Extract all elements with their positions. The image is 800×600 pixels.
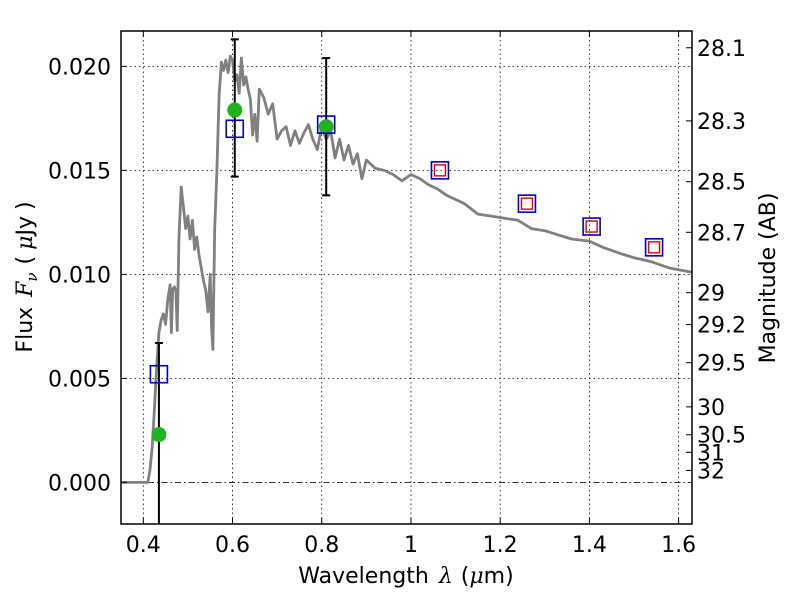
observed-point xyxy=(318,119,334,135)
model-band-square xyxy=(644,238,664,257)
mag-tick-label: 29.5 xyxy=(697,352,746,377)
x-tick-label: 0.6 xyxy=(215,533,250,558)
x-tick-label: 1 xyxy=(404,533,418,558)
model-band-inner-square xyxy=(585,220,598,233)
model-spectrum xyxy=(121,54,693,484)
data-points xyxy=(151,102,334,443)
right-axis-label: Magnitude (AB) xyxy=(756,193,781,364)
mag-tick-label: 30.5 xyxy=(697,424,746,449)
mag-tick-label: 30 xyxy=(697,396,725,421)
observed-point xyxy=(227,102,243,118)
y-label-subscript: ν xyxy=(23,272,41,281)
grid xyxy=(121,31,692,524)
x-label-unit: m) xyxy=(484,564,514,589)
y-tick-label: 0.020 xyxy=(48,55,111,80)
mag-tick-label: 29 xyxy=(697,282,725,307)
y-tick-label: 0.015 xyxy=(48,159,111,184)
model-band-square xyxy=(517,194,537,213)
mag-tick-label: 31 xyxy=(697,441,725,466)
y-label-word: Flux xyxy=(13,307,38,353)
model-band-square xyxy=(225,119,245,139)
y-tick-label: 0.010 xyxy=(48,263,111,288)
y-label-symbol: F xyxy=(13,281,38,298)
x-tick-label: 1.6 xyxy=(661,533,696,558)
y-tick-label: 0.000 xyxy=(48,471,111,496)
x-label-mu: μ xyxy=(469,564,483,589)
axis-ticks: 0.4 0.6 0.8 1 1.2 1.4 1.6 0.000 0.005 0.010 0.015 0… xyxy=(48,31,746,558)
observed-point xyxy=(151,427,167,443)
y-label-paren-close: ) xyxy=(13,201,38,210)
model-squares xyxy=(149,115,664,384)
model-band-inner-square xyxy=(647,241,661,254)
plot-frame xyxy=(120,30,693,525)
model-band-square xyxy=(430,161,450,180)
x-tick-label: 1.2 xyxy=(483,533,518,558)
model-band-inner-square xyxy=(520,197,534,210)
mag-tick-label: 29.2 xyxy=(697,314,746,339)
model-band-square xyxy=(316,115,336,134)
mag-tick-label: 32 xyxy=(697,459,725,484)
model-band-square xyxy=(582,217,601,236)
x-tick-label: 0.4 xyxy=(126,533,161,558)
y-label-unit: Jy xyxy=(13,216,38,238)
y-label-paren-open: ( xyxy=(13,256,38,265)
y-axis-label: Flux Fν ( μJy) xyxy=(13,201,41,352)
y-tick-label: 0.005 xyxy=(48,367,111,392)
spectrum-line xyxy=(121,54,693,484)
mag-tick-label: 28.1 xyxy=(697,37,746,62)
x-tick-label: 0.8 xyxy=(304,533,339,558)
y-label-mu: μ xyxy=(13,236,38,250)
mag-tick-label: 28.3 xyxy=(697,110,746,135)
error-bars xyxy=(154,38,331,524)
mag-tick-label: 28.5 xyxy=(697,171,746,196)
x-label-word: Wavelength xyxy=(298,564,429,589)
x-tick-label: 1.4 xyxy=(572,533,607,558)
model-band-square xyxy=(149,364,169,384)
mag-tick-label: 28.7 xyxy=(697,221,746,246)
x-label-paren: ( xyxy=(461,564,470,589)
x-label-symbol: λ xyxy=(438,564,453,589)
model-band-inner-square xyxy=(433,164,447,177)
x-axis-label: Wavelength λ (μm) xyxy=(298,564,513,589)
